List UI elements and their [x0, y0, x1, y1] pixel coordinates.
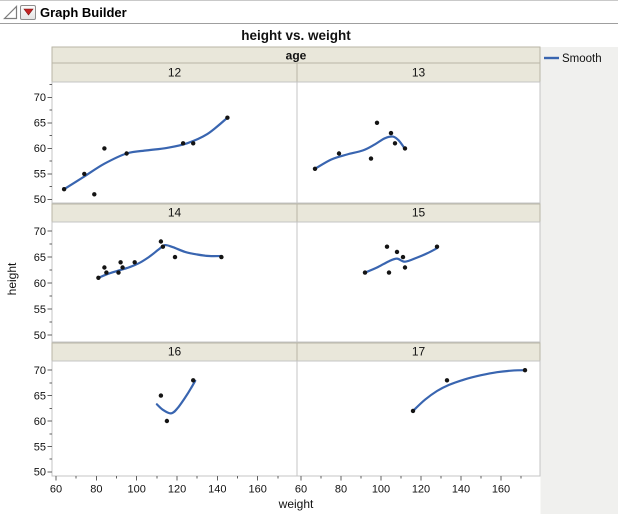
- data-point-age-15[interactable]: [363, 270, 367, 274]
- data-point-age-17[interactable]: [523, 368, 527, 372]
- x-tick-label: 120: [168, 484, 186, 496]
- y-tick-label: 70: [34, 92, 46, 104]
- data-point-age-12[interactable]: [102, 146, 106, 150]
- x-tick-label: 80: [335, 484, 347, 496]
- data-point-age-13[interactable]: [375, 121, 379, 125]
- y-axis-title: height: [5, 262, 19, 295]
- data-point-age-14[interactable]: [159, 239, 163, 243]
- x-tick-label: 100: [372, 484, 390, 496]
- data-point-age-17[interactable]: [445, 378, 449, 382]
- x-tick-label: 160: [248, 484, 266, 496]
- facet-label-13: 13: [412, 66, 426, 80]
- facet-group-label: age: [286, 49, 307, 63]
- x-tick-label: 60: [50, 484, 62, 496]
- y-tick-label: 50: [34, 330, 46, 342]
- y-tick-label: 60: [34, 416, 46, 428]
- facet-label-12: 12: [168, 66, 182, 80]
- data-point-age-15[interactable]: [385, 245, 389, 249]
- y-tick-label: 65: [34, 252, 46, 264]
- y-tick-label: 55: [34, 304, 46, 316]
- x-tick-label: 160: [492, 484, 510, 496]
- x-axis-title: weight: [278, 497, 314, 511]
- y-tick-label: 55: [34, 441, 46, 453]
- red-triangle-icon: [23, 8, 34, 16]
- disclosure-triangle-icon[interactable]: [3, 5, 18, 20]
- data-point-age-12[interactable]: [124, 151, 128, 155]
- data-point-age-14[interactable]: [96, 276, 100, 280]
- chart-title: height vs. weight: [241, 28, 351, 43]
- data-point-age-12[interactable]: [82, 172, 86, 176]
- y-tick-label: 55: [34, 169, 46, 181]
- y-tick-label: 65: [34, 390, 46, 402]
- data-point-age-12[interactable]: [191, 141, 195, 145]
- data-point-age-14[interactable]: [219, 255, 223, 259]
- data-point-age-14[interactable]: [173, 255, 177, 259]
- data-point-age-12[interactable]: [225, 116, 229, 120]
- plot-area-age-13[interactable]: [297, 82, 540, 203]
- x-tick-label: 60: [295, 484, 307, 496]
- data-point-age-16[interactable]: [191, 378, 195, 382]
- legend-area-background: [541, 47, 618, 514]
- data-point-age-15[interactable]: [435, 245, 439, 249]
- data-point-age-16[interactable]: [165, 419, 169, 423]
- data-point-age-12[interactable]: [62, 187, 66, 191]
- data-point-age-12[interactable]: [181, 141, 185, 145]
- y-tick-label: 60: [34, 143, 46, 155]
- facet-label-14: 14: [168, 206, 182, 220]
- y-tick-label: 50: [34, 467, 46, 479]
- y-tick-label: 50: [34, 194, 46, 206]
- x-tick-label: 140: [208, 484, 226, 496]
- x-tick-label: 120: [412, 484, 430, 496]
- y-tick-label: 70: [34, 365, 46, 377]
- data-point-age-14[interactable]: [116, 270, 120, 274]
- data-point-age-13[interactable]: [313, 167, 317, 171]
- trellis-plot: height vs. weight age 12 50 55 60 65 70 13 14 50…: [0, 24, 618, 514]
- y-tick-label: 65: [34, 118, 46, 130]
- facet-label-16: 16: [168, 345, 182, 359]
- data-point-age-15[interactable]: [401, 255, 405, 259]
- data-point-age-17[interactable]: [411, 409, 415, 413]
- data-point-age-13[interactable]: [403, 146, 407, 150]
- data-point-age-12[interactable]: [92, 192, 96, 196]
- x-tick-label: 100: [128, 484, 146, 496]
- data-point-age-14[interactable]: [118, 260, 122, 264]
- plot-area-age-14[interactable]: [52, 222, 297, 342]
- data-point-age-13[interactable]: [369, 156, 373, 160]
- facet-label-17: 17: [412, 345, 426, 359]
- red-triangle-menu-button[interactable]: [20, 5, 36, 20]
- plot-area-age-17[interactable]: [297, 361, 540, 476]
- data-point-age-14[interactable]: [133, 260, 137, 264]
- report-header: Graph Builder: [0, 1, 618, 24]
- plot-area-age-12[interactable]: [52, 82, 297, 203]
- data-point-age-16[interactable]: [159, 393, 163, 397]
- plot-area-age-15[interactable]: [297, 222, 540, 342]
- legend-smooth-label: Smooth: [562, 53, 602, 65]
- data-point-age-13[interactable]: [337, 151, 341, 155]
- data-point-age-15[interactable]: [387, 270, 391, 274]
- data-point-age-14[interactable]: [161, 245, 165, 249]
- data-point-age-13[interactable]: [389, 131, 393, 135]
- data-point-age-13[interactable]: [393, 141, 397, 145]
- y-tick-label: 60: [34, 278, 46, 290]
- window-title: Graph Builder: [40, 5, 127, 20]
- data-point-age-14[interactable]: [102, 265, 106, 269]
- data-point-age-15[interactable]: [403, 265, 407, 269]
- plot-area-age-16[interactable]: [52, 361, 297, 476]
- data-point-age-14[interactable]: [104, 270, 108, 274]
- facet-label-15: 15: [412, 206, 426, 220]
- data-point-age-15[interactable]: [395, 250, 399, 254]
- x-tick-label: 80: [90, 484, 102, 496]
- x-tick-label: 140: [452, 484, 470, 496]
- data-point-age-14[interactable]: [120, 265, 124, 269]
- y-tick-label: 70: [34, 226, 46, 238]
